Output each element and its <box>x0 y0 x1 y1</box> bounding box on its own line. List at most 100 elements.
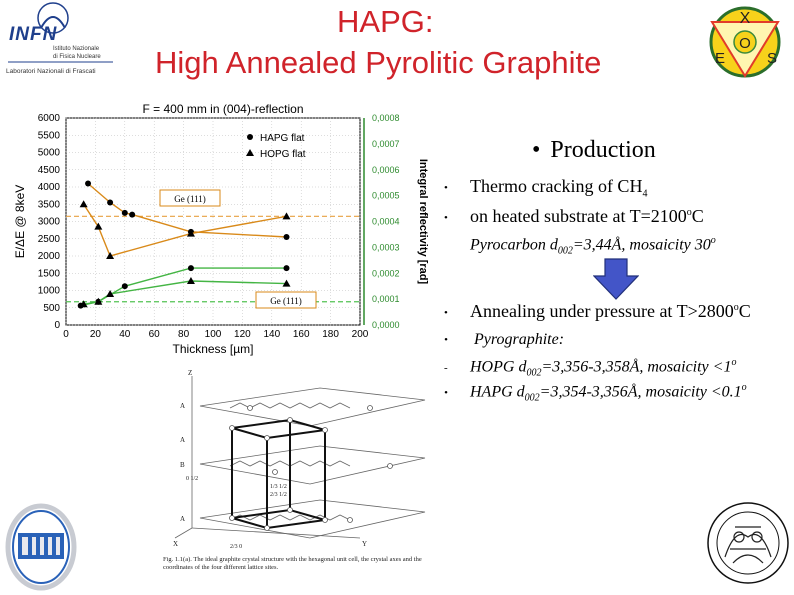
data-point-hapg <box>129 211 136 218</box>
data-point-hapg <box>121 209 128 216</box>
bullet-unit: C <box>738 301 751 321</box>
bullet-text: Pyrocarbon d <box>470 236 558 254</box>
layer-b-label: B <box>180 461 185 469</box>
y2-tick-label: 0,0002 <box>372 268 400 278</box>
xos-letter-s: S <box>767 50 777 67</box>
bullet-sub: 4 <box>642 188 648 200</box>
x-tick-label: 200 <box>352 329 369 340</box>
infn-emblem-icon <box>8 2 113 63</box>
bullet-annealing: • Annealing under pressure at T>2800oC <box>444 301 751 321</box>
data-point-hopg <box>79 300 88 308</box>
y-tick-label: 500 <box>43 303 60 314</box>
series-line-hapg-flat <box>87 182 287 238</box>
sm-logo-icon <box>5 503 77 591</box>
bullet-unit: C <box>691 206 704 226</box>
layer-b-coord: 0 1/2 <box>186 476 198 482</box>
data-point-hopg <box>94 297 103 305</box>
data-point-hopg <box>186 229 195 237</box>
infn-logo-text: INFN <box>9 24 58 45</box>
x-tick-label: 180 <box>322 329 339 340</box>
x-tick-label: 80 <box>178 329 190 340</box>
x-tick-label: 0 <box>63 329 69 340</box>
bullet-text: =3,356-3,358Å, mosaicity <1 <box>541 358 732 376</box>
data-point-hapg <box>85 180 92 187</box>
coord-c2-label: 2/3 1/2 <box>270 492 287 498</box>
bullet-pyrocarbon: Pyrocarbon d002=3,44Å, mosaicity 30o <box>444 235 716 257</box>
bullet-sup: o <box>741 382 747 393</box>
bullet-heated-substrate: • on heated substrate at T=2100oC <box>444 206 704 226</box>
coord-c1-label: 1/3 1/2 <box>270 484 287 490</box>
ge111-annotation-box-2 <box>255 291 317 309</box>
x-tick-label: 60 <box>149 329 161 340</box>
data-point-hopg <box>94 222 103 230</box>
chart-title: F = 400 mm in (004)-reflection <box>142 102 303 116</box>
production-heading-text: Production <box>550 137 656 163</box>
bullet-text: Annealing under pressure at T>2800 <box>470 301 734 321</box>
data-point-hapg <box>283 265 290 272</box>
y-tick-label: 1000 <box>38 286 61 297</box>
y2-tick-label: 0,0004 <box>372 217 400 227</box>
y-tick-label: 2000 <box>38 251 61 262</box>
xos-logo: X O E S <box>704 6 786 78</box>
bullet-sub: 002 <box>524 392 540 404</box>
y2-tick-label: 0,0000 <box>372 320 400 330</box>
bullet-text: Thermo cracking of CH <box>470 176 643 196</box>
y2-tick-label: 0,0001 <box>372 294 400 304</box>
bullet-hopg: - HOPG d002=3,356-3,358Å, mosaicity <1o <box>444 357 737 379</box>
layer-a-bottom-label: A <box>180 515 185 523</box>
politecnico-milano-seal-icon <box>707 502 789 584</box>
x-tick-label: 120 <box>234 329 251 340</box>
ge111-annotation-label: Ge (111) <box>174 194 206 204</box>
x-tick-label: 40 <box>119 329 131 340</box>
y-tick-label: 4500 <box>38 165 61 176</box>
layer-a-mid-label: A <box>180 436 185 444</box>
legend-label-hapg: HAPG flat <box>260 133 305 144</box>
ge111-annotation-box <box>159 189 221 207</box>
data-point-hapg <box>283 234 290 241</box>
axis-y-label: Y <box>362 540 367 548</box>
coord-bottom-label: 2/3 0 <box>230 544 242 550</box>
data-point-hopg <box>186 277 195 285</box>
y2-axis-title: Integral reflectivity [rad] <box>417 159 429 285</box>
production-heading: • Production <box>532 137 656 163</box>
y-tick-label: 5500 <box>38 130 61 141</box>
data-point-hopg <box>79 200 88 208</box>
graphite-crystal-diagram: Z X Y A B 0 1/2 A A 2/3 0 1/3 1/2 2/3 1/… <box>173 369 426 550</box>
data-point-hapg <box>187 265 194 272</box>
y-tick-label: 0 <box>54 320 60 331</box>
y2-tick-label: 0,0008 <box>372 113 400 123</box>
y2-tick-label: 0,0005 <box>372 191 400 201</box>
x-axis-title: Thickness [µm] <box>173 342 254 356</box>
y2-tick-label: 0,0007 <box>372 139 400 149</box>
slide-title-line1: HAPG: <box>337 4 434 39</box>
y-tick-label: 4000 <box>38 182 61 193</box>
x-tick-label: 160 <box>293 329 310 340</box>
bullet-text: Pyrographite: <box>474 331 565 348</box>
bullet-sup: o <box>733 302 739 313</box>
y-tick-label: 3000 <box>38 217 61 228</box>
y-axis-title: E/ΔE @ 8keV <box>14 185 27 259</box>
bullet-text: =3,44Å, mosaicity 30 <box>572 236 711 254</box>
axis-x-label: X <box>173 540 178 548</box>
y2-tick-label: 0,0003 <box>372 242 400 252</box>
bullet-sub: 002 <box>526 367 542 379</box>
infn-logo-line3: Laboratori Nazionali di Frascati <box>6 68 96 75</box>
infn-logo-line2: di Fisica Nucleare <box>53 54 101 60</box>
bullet-hapg: • HAPG d002=3,354-3,356Å, mosaicity <0.1o <box>444 382 747 404</box>
legend-marker-hopg <box>246 149 254 156</box>
legend-label-hopg: HOPG flat <box>260 149 306 160</box>
layer-a-label: A <box>180 402 185 410</box>
y-tick-label: 1500 <box>38 268 61 279</box>
x-tick-label: 140 <box>263 329 280 340</box>
data-point-hapg <box>107 199 114 206</box>
axis-z-label: Z <box>188 369 192 377</box>
bullet-text: on heated substrate at T=2100 <box>470 206 687 226</box>
y-tick-label: 5000 <box>38 148 61 159</box>
data-point-hopg <box>106 252 115 259</box>
slide-title-line2: High Annealed Pyrolitic Graphite <box>155 45 602 80</box>
xos-letter-o: O <box>739 35 751 52</box>
crystal-caption: Fig. 1.1(a). The ideal graphite crystal … <box>163 556 422 571</box>
data-point-hapg <box>121 283 128 290</box>
y2-tick-label: 0,0006 <box>372 165 400 175</box>
data-point-hopg <box>106 289 115 297</box>
